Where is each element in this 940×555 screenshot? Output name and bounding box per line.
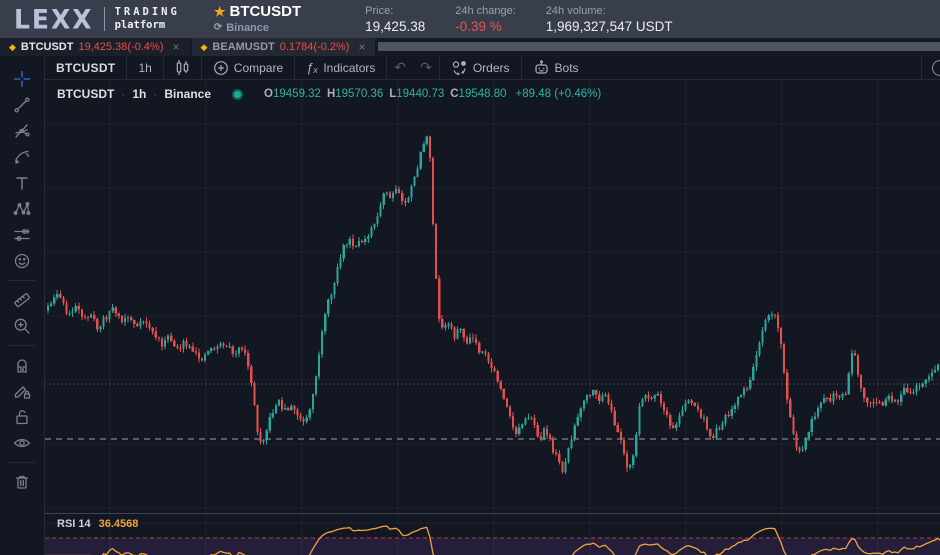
zoom-in-tool[interactable] <box>8 313 36 339</box>
chart-toolbar: BTCUSDT 1h Compare ƒₓ Indicators ↶ ↷ <box>45 56 940 80</box>
tab-beamusdt[interactable]: ◆ BEAMUSDT 0.1784(-0.2%) × <box>191 38 375 56</box>
lock-drawings-tool[interactable] <box>8 404 36 430</box>
redo-button[interactable]: ↷ <box>420 59 432 75</box>
compare-plus-icon <box>213 60 228 75</box>
crosshair-icon <box>13 70 31 88</box>
stat-volume: 24h volume: 1,969,327,547 USDT <box>545 4 673 34</box>
trend-line-icon <box>14 97 30 113</box>
xabcd-icon <box>13 202 31 215</box>
workspace: BTCUSDT 1h Compare ƒₓ Indicators ↶ ↷ <box>0 56 940 555</box>
compare-button[interactable]: Compare <box>202 56 294 79</box>
change-value: -0.39 % <box>455 18 502 34</box>
stat-change: 24h change: -0.39 % <box>455 4 516 34</box>
chart-area: BTCUSDT 1h Compare ƒₓ Indicators ↶ ↷ <box>45 56 940 555</box>
app-logo: LEXX TRADING platform <box>14 3 180 35</box>
series-visibility-toggle[interactable] <box>232 88 244 100</box>
drawing-sync-lock-tool[interactable] <box>8 378 36 404</box>
rsi-pane[interactable]: RSI 14 36.4568 <box>45 513 940 555</box>
emoji-icon <box>14 253 30 269</box>
chart-tabs: ◆ BTCUSDT 19,425.38(-0.4%) × ◆ BEAMUSDT … <box>0 38 940 56</box>
app-header: LEXX TRADING platform ★ BTCUSDT ⟳ Binanc… <box>0 0 940 38</box>
candles-icon <box>176 60 189 75</box>
trend-line-tool[interactable] <box>8 92 36 118</box>
undo-button[interactable]: ↶ <box>394 59 407 75</box>
eye-icon <box>13 438 31 448</box>
toolbar-divider <box>8 345 36 346</box>
zoom-in-icon <box>14 318 30 334</box>
tab-btcusdt[interactable]: ◆ BTCUSDT 19,425.38(-0.4%) × <box>0 38 189 56</box>
brush-icon <box>15 150 29 164</box>
trash-icon <box>15 475 29 489</box>
interval-button[interactable]: 1h <box>138 60 152 75</box>
price-value: 19,425.38 <box>365 18 426 34</box>
price-chart-svg[interactable] <box>45 80 940 513</box>
ruler-tool[interactable] <box>8 287 36 313</box>
bots-button[interactable]: Bots <box>522 56 590 79</box>
ruler-icon <box>14 293 31 308</box>
tab-strip-filler <box>377 38 940 56</box>
orders-icon <box>452 61 466 76</box>
header-stats: Price: 19,425.38 24h change: -0.39 % 24h… <box>365 5 672 34</box>
close-tab-icon[interactable]: × <box>172 40 180 54</box>
gann-fib-icon <box>15 124 30 138</box>
rsi-chart-svg[interactable] <box>45 513 940 555</box>
brand-text: LEXX <box>14 3 94 35</box>
binance-diamond-icon: ◆ <box>200 41 208 52</box>
brush-tool[interactable] <box>8 144 36 170</box>
volume-value: 1,969,327,547 USDT <box>545 18 673 34</box>
magnet-icon <box>17 359 27 373</box>
forecast-tool[interactable] <box>8 222 36 248</box>
favorite-star-icon[interactable]: ★ <box>213 4 226 20</box>
header-pair-symbol: BTCUSDT <box>229 3 302 21</box>
close-tab-icon[interactable]: × <box>358 40 366 54</box>
pencil-lock-icon <box>14 386 31 399</box>
toolbar-divider <box>8 280 36 281</box>
stat-price: Price: 19,425.38 <box>365 4 426 34</box>
brand-subtitle: TRADING platform <box>114 5 180 31</box>
header-exchange: Binance <box>226 21 270 34</box>
magnet-tool[interactable] <box>8 352 36 378</box>
lock-open-icon <box>16 410 28 425</box>
price-pane[interactable]: BTCUSDT · 1h · Binance O19459.32 H19570.… <box>45 80 940 513</box>
screenshot-icon[interactable] <box>932 60 940 76</box>
indicators-button[interactable]: ƒₓ Indicators <box>306 60 376 75</box>
toolbar-divider <box>8 462 36 463</box>
orders-button[interactable]: Orders <box>440 56 521 79</box>
hide-drawings-tool[interactable] <box>8 430 36 456</box>
chart-style-button[interactable] <box>164 56 201 79</box>
symbol-button[interactable]: BTCUSDT <box>56 60 116 75</box>
crosshair-tool[interactable] <box>8 66 36 92</box>
sync-icon: ⟳ <box>213 22 223 34</box>
drawing-toolbar <box>0 56 45 555</box>
logo-divider <box>103 7 105 31</box>
robot-icon <box>534 60 548 74</box>
binance-diamond-icon: ◆ <box>9 41 16 52</box>
text-tool[interactable] <box>8 170 36 196</box>
header-pair: ★ BTCUSDT ⟳ Binance <box>214 4 301 34</box>
gann-fib-tool[interactable] <box>8 118 36 144</box>
emoji-tool[interactable] <box>8 248 36 274</box>
xabcd-pattern-tool[interactable] <box>8 196 36 222</box>
forecast-icon <box>14 229 30 241</box>
fx-icon: ƒₓ <box>306 60 319 75</box>
text-icon <box>16 177 28 190</box>
remove-drawings-tool[interactable] <box>8 469 36 495</box>
